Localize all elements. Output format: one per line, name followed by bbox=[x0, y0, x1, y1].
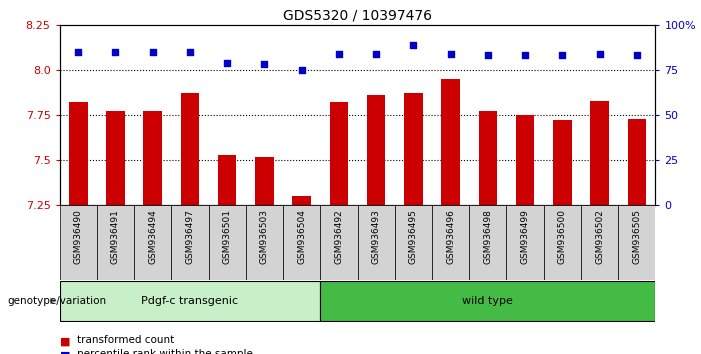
Bar bbox=[329, 102, 348, 205]
Text: GSM936493: GSM936493 bbox=[372, 209, 381, 264]
Bar bbox=[367, 95, 386, 205]
Bar bbox=[469, 205, 506, 280]
Bar bbox=[60, 280, 320, 321]
Bar bbox=[395, 205, 432, 280]
Bar bbox=[581, 205, 618, 280]
Bar bbox=[181, 93, 199, 205]
Text: GSM936505: GSM936505 bbox=[632, 209, 641, 264]
Text: GSM936501: GSM936501 bbox=[223, 209, 231, 264]
Text: GSM936495: GSM936495 bbox=[409, 209, 418, 264]
Bar bbox=[442, 79, 460, 205]
Bar bbox=[144, 112, 162, 205]
Bar bbox=[255, 156, 273, 205]
Text: GSM936503: GSM936503 bbox=[260, 209, 269, 264]
Text: GSM936499: GSM936499 bbox=[521, 209, 529, 264]
Text: transformed count: transformed count bbox=[77, 335, 175, 344]
Bar bbox=[246, 205, 283, 280]
Text: GSM936500: GSM936500 bbox=[558, 209, 567, 264]
Point bbox=[222, 60, 233, 65]
Point bbox=[408, 42, 419, 47]
Bar bbox=[106, 112, 125, 205]
Bar bbox=[553, 120, 571, 205]
Text: GSM936498: GSM936498 bbox=[484, 209, 492, 264]
Text: GSM936491: GSM936491 bbox=[111, 209, 120, 264]
Point bbox=[631, 53, 642, 58]
Point bbox=[371, 51, 382, 57]
Bar bbox=[97, 205, 134, 280]
Text: GSM936502: GSM936502 bbox=[595, 209, 604, 264]
Text: wild type: wild type bbox=[463, 296, 513, 306]
Text: GSM936494: GSM936494 bbox=[148, 209, 157, 264]
Point bbox=[482, 53, 494, 58]
Bar bbox=[404, 93, 423, 205]
Text: GSM936496: GSM936496 bbox=[446, 209, 455, 264]
Bar bbox=[292, 196, 311, 205]
Bar bbox=[60, 205, 97, 280]
Text: ■: ■ bbox=[60, 336, 70, 346]
Bar bbox=[506, 205, 544, 280]
Title: GDS5320 / 10397476: GDS5320 / 10397476 bbox=[283, 8, 432, 22]
Bar bbox=[358, 205, 395, 280]
Point bbox=[519, 53, 531, 58]
Text: genotype/variation: genotype/variation bbox=[7, 296, 106, 306]
Point bbox=[445, 51, 456, 57]
Bar bbox=[479, 112, 497, 205]
Text: GSM936504: GSM936504 bbox=[297, 209, 306, 264]
Point bbox=[594, 51, 605, 57]
Text: GSM936492: GSM936492 bbox=[334, 209, 343, 264]
Text: GSM936490: GSM936490 bbox=[74, 209, 83, 264]
Bar bbox=[283, 205, 320, 280]
Bar bbox=[627, 119, 646, 205]
Bar bbox=[516, 115, 534, 205]
Point bbox=[557, 53, 568, 58]
Bar bbox=[171, 205, 209, 280]
Bar bbox=[320, 280, 655, 321]
Bar bbox=[432, 205, 469, 280]
Text: Pdgf-c transgenic: Pdgf-c transgenic bbox=[142, 296, 238, 306]
Bar bbox=[218, 155, 236, 205]
Text: ■: ■ bbox=[60, 350, 70, 354]
Bar bbox=[544, 205, 581, 280]
Point bbox=[296, 67, 307, 73]
Point bbox=[184, 49, 196, 55]
Text: percentile rank within the sample: percentile rank within the sample bbox=[77, 349, 253, 354]
Text: GSM936497: GSM936497 bbox=[186, 209, 194, 264]
Point bbox=[110, 49, 121, 55]
Bar bbox=[209, 205, 246, 280]
Bar bbox=[590, 101, 609, 205]
Point bbox=[73, 49, 84, 55]
Point bbox=[147, 49, 158, 55]
Bar bbox=[320, 205, 358, 280]
Bar bbox=[69, 102, 88, 205]
Point bbox=[333, 51, 344, 57]
Point bbox=[259, 62, 270, 67]
Bar bbox=[618, 205, 655, 280]
Bar bbox=[134, 205, 171, 280]
